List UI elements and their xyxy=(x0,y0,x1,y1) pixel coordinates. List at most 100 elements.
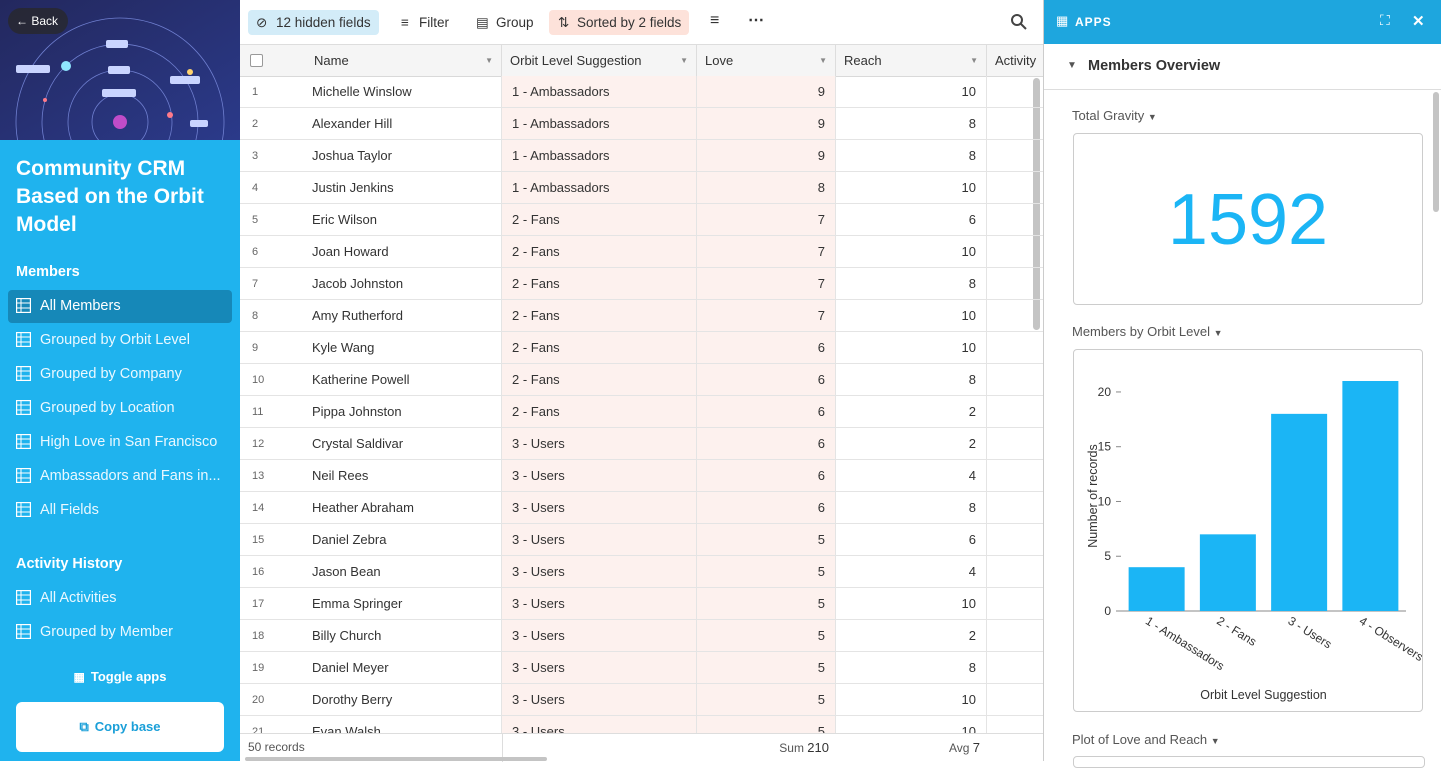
view-item[interactable]: All Activities xyxy=(8,582,232,615)
select-all-checkbox[interactable] xyxy=(250,54,263,67)
empty-cell xyxy=(987,524,1043,556)
number-cell: 10 xyxy=(836,236,987,268)
column-header[interactable]: Reach ▼ xyxy=(836,45,987,76)
toggle-label: Toggle apps xyxy=(90,669,167,684)
plot-card xyxy=(1073,756,1425,768)
empty-cell xyxy=(987,460,1043,492)
grid: Name ▼ Orbit Level Suggestion ▼ Love ▼ Reach ▼ A… xyxy=(240,45,1043,733)
table-row: 21 Evan Walsh 3 - Users 5 10 xyxy=(240,716,1043,733)
number-cell: 8 xyxy=(836,140,987,172)
view-label: All Fields xyxy=(40,502,99,518)
empty-cell xyxy=(987,268,1043,300)
search-button[interactable] xyxy=(1010,13,1028,31)
view-item[interactable]: Grouped by Location xyxy=(8,392,232,425)
empty-cell xyxy=(987,76,1043,108)
copy-base-button[interactable]: ⧉ Copy base xyxy=(16,702,224,752)
column-header[interactable]: Love ▼ xyxy=(697,45,836,76)
empty-cell xyxy=(987,588,1043,620)
view-item[interactable]: High Love in San Francisco xyxy=(8,426,232,459)
row-number: 8 xyxy=(240,300,302,332)
number-cell: 9 xyxy=(697,140,836,172)
y-tick-label: 15 xyxy=(1098,440,1112,454)
number-cell: 6 xyxy=(697,332,836,364)
column-header[interactable]: Name ▼ xyxy=(302,45,502,76)
text-cell: 2 - Fans xyxy=(502,236,697,268)
column-header[interactable]: Activity xyxy=(987,45,1043,76)
view-item[interactable]: Grouped by Orbit Level xyxy=(8,324,232,357)
back-button[interactable]: ← Back xyxy=(8,8,68,34)
table-row: 16 Jason Bean 3 - Users 5 4 xyxy=(240,556,1043,588)
text-cell: 3 - Users xyxy=(502,652,697,684)
bar xyxy=(1342,381,1399,611)
filter-button[interactable]: ≡ Filter xyxy=(391,10,457,35)
row-number: 15 xyxy=(240,524,302,556)
view-item[interactable]: Grouped by Company xyxy=(8,358,232,391)
view-item[interactable]: All Fields xyxy=(8,494,232,527)
table-row: 2 Alexander Hill 1 - Ambassadors 9 8 xyxy=(240,108,1043,140)
text-cell: 3 - Users xyxy=(502,524,697,556)
y-tick-label: 10 xyxy=(1098,494,1112,508)
name-cell: Alexander Hill xyxy=(302,108,502,140)
text-cell: 1 - Ambassadors xyxy=(502,140,697,172)
name-cell: Justin Jenkins xyxy=(302,172,502,204)
name-cell: Neil Rees xyxy=(302,460,502,492)
grid-icon xyxy=(16,624,31,639)
row-number: 7 xyxy=(240,268,302,300)
name-cell: Emma Springer xyxy=(302,588,502,620)
widget-label[interactable]: Plot of Love and Reach ▼ xyxy=(1072,732,1220,747)
row-number: 2 xyxy=(240,108,302,140)
more-button[interactable]: ⋯ xyxy=(748,12,764,29)
number-cell: 7 xyxy=(697,204,836,236)
number-cell: 10 xyxy=(836,300,987,332)
text-cell: 1 - Ambassadors xyxy=(502,172,697,204)
collapse-toggle[interactable]: ▼ xyxy=(1067,60,1077,71)
number-cell: 7 xyxy=(697,236,836,268)
text-cell: 3 - Users xyxy=(502,588,697,620)
table-row: 18 Billy Church 3 - Users 5 2 xyxy=(240,620,1043,652)
table-row: 17 Emma Springer 3 - Users 5 10 xyxy=(240,588,1043,620)
name-cell: Heather Abraham xyxy=(302,492,502,524)
empty-cell xyxy=(987,236,1043,268)
widget-label[interactable]: Total Gravity ▼ xyxy=(1072,108,1157,123)
text-cell: 2 - Fans xyxy=(502,396,697,428)
toggle-apps[interactable]: ▦ Toggle apps xyxy=(0,665,240,689)
row-height-button[interactable]: ≡ xyxy=(710,12,720,29)
table-row: 7 Jacob Johnston 2 - Fans 7 8 xyxy=(240,268,1043,300)
number-cell: 6 xyxy=(697,396,836,428)
agg-value: 7 xyxy=(972,740,980,755)
view-label: Ambassadors and Fans in... xyxy=(40,468,221,484)
label: Filter xyxy=(419,15,449,30)
label: Group xyxy=(496,15,534,30)
widget-label[interactable]: Members by Orbit Level ▼ xyxy=(1072,324,1223,339)
table-row: 12 Crystal Saldivar 3 - Users 6 2 xyxy=(240,428,1043,460)
text-cell: 2 - Fans xyxy=(502,204,697,236)
view-item[interactable]: All Members xyxy=(8,290,232,323)
divider xyxy=(502,734,503,762)
number-cell: 5 xyxy=(697,556,836,588)
group-button[interactable]: ▤ Group xyxy=(468,10,542,35)
back-label: Back xyxy=(31,14,59,28)
sort-button[interactable]: ⇅ Sorted by 2 fields xyxy=(549,10,690,35)
name-cell: Joshua Taylor xyxy=(302,140,502,172)
empty-cell xyxy=(987,364,1043,396)
fullscreen-button[interactable]: ⛶ xyxy=(1380,12,1390,28)
y-tick-label: 20 xyxy=(1098,385,1112,399)
close-button[interactable]: ✕ xyxy=(1412,13,1425,30)
table-row: 8 Amy Rutherford 2 - Fans 7 10 xyxy=(240,300,1043,332)
apps-title: APPS xyxy=(1075,15,1112,29)
total-value: 1592 xyxy=(1167,180,1329,260)
number-cell: 9 xyxy=(697,76,836,108)
view-item[interactable]: Ambassadors and Fans in... xyxy=(8,460,232,493)
row-number: 20 xyxy=(240,684,302,716)
label: Sorted by 2 fields xyxy=(577,15,682,30)
name-cell: Crystal Saldivar xyxy=(302,428,502,460)
scrollbar xyxy=(1033,78,1040,330)
back-arrow: ← xyxy=(16,14,28,28)
x-tick-label: 4 - Observers xyxy=(1357,614,1423,664)
table-row: 10 Katherine Powell 2 - Fans 6 8 xyxy=(240,364,1043,396)
view-item[interactable]: Grouped by Member xyxy=(8,616,232,649)
row-number: 9 xyxy=(240,332,302,364)
hidden-fields-button[interactable]: ⊘ 12 hidden fields xyxy=(248,10,379,35)
apps-header: ▦ APPS ⛶ ✕ xyxy=(1044,0,1441,44)
column-header[interactable]: Orbit Level Suggestion ▼ xyxy=(502,45,697,76)
